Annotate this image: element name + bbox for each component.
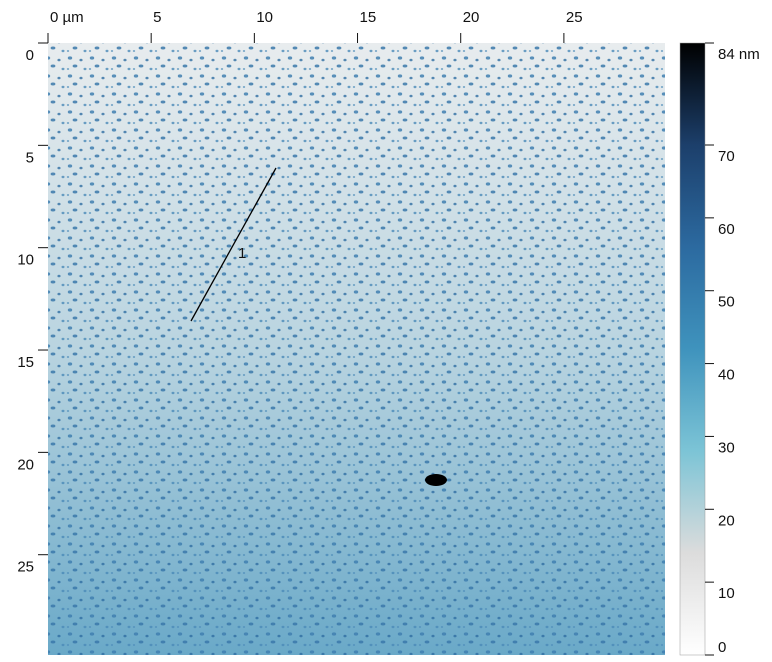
- y-tick-label: 25: [17, 559, 34, 576]
- chart: 1 0 µm 5 10 15 20 25 0 5 10 15 20 25 0 10 20 30 40 50 60 70…: [0, 0, 772, 657]
- colorbar-tick-label: 10: [718, 585, 735, 602]
- y-tick-label: 5: [26, 149, 34, 166]
- x-tick-label: 5: [153, 9, 161, 26]
- x-tick-label: 25: [566, 9, 583, 26]
- profile-label: 1: [238, 245, 246, 262]
- x-tick-label: 15: [360, 9, 377, 26]
- x-tick-label: 0 µm: [50, 9, 84, 26]
- colorbar-tick-label: 0: [718, 639, 726, 656]
- colorbar-tick-label: 84 nm: [718, 46, 760, 63]
- afm-image: 1: [48, 43, 665, 655]
- y-tick-label: 20: [17, 456, 34, 473]
- colorbar-tick-label: 20: [718, 512, 735, 529]
- y-tick-label: 15: [17, 354, 34, 371]
- colorbar: [680, 43, 705, 655]
- colorbar-tick-label: 50: [718, 294, 735, 311]
- colorbar-tick-label: 40: [718, 367, 735, 384]
- y-tick-label: 10: [17, 252, 34, 269]
- y-tick-label: 0: [26, 47, 34, 64]
- x-tick-label: 20: [463, 9, 480, 26]
- colorbar-tick-label: 60: [718, 221, 735, 238]
- colorbar-tick-label: 30: [718, 439, 735, 456]
- x-tick-label: 10: [256, 9, 273, 26]
- colorbar-tick-label: 70: [718, 148, 735, 165]
